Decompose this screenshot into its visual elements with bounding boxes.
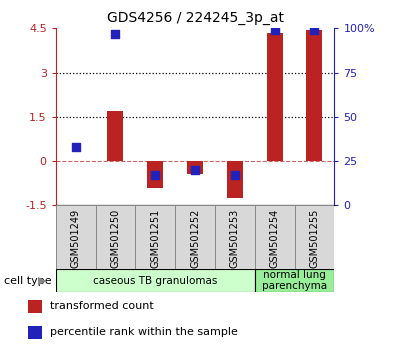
Bar xyxy=(267,33,283,161)
Text: GSM501250: GSM501250 xyxy=(110,209,121,268)
Bar xyxy=(187,161,203,175)
Point xyxy=(152,172,158,178)
Point xyxy=(311,27,318,33)
Text: normal lung
parenchyma: normal lung parenchyma xyxy=(262,270,327,291)
Point xyxy=(271,27,278,33)
Bar xyxy=(306,30,322,161)
Bar xyxy=(28,300,42,313)
Text: cell type: cell type xyxy=(4,275,52,286)
Text: percentile rank within the sample: percentile rank within the sample xyxy=(50,327,238,337)
Bar xyxy=(295,205,334,269)
Title: GDS4256 / 224245_3p_at: GDS4256 / 224245_3p_at xyxy=(107,11,283,24)
Text: transformed count: transformed count xyxy=(50,302,154,312)
Bar xyxy=(215,205,255,269)
Text: GSM501249: GSM501249 xyxy=(70,209,81,268)
Bar xyxy=(135,205,175,269)
Text: caseous TB granulomas: caseous TB granulomas xyxy=(93,275,217,286)
Bar xyxy=(107,111,123,161)
Text: GSM501251: GSM501251 xyxy=(150,209,160,268)
Point xyxy=(112,31,119,36)
Bar xyxy=(56,269,255,292)
Point xyxy=(232,172,238,178)
Bar xyxy=(56,205,96,269)
Bar xyxy=(227,161,243,198)
Point xyxy=(192,167,198,173)
Text: GSM501255: GSM501255 xyxy=(309,209,320,268)
Text: GSM501252: GSM501252 xyxy=(190,209,200,268)
Point xyxy=(72,144,79,150)
Text: GSM501253: GSM501253 xyxy=(230,209,240,268)
Bar xyxy=(147,161,163,188)
Bar xyxy=(255,269,334,292)
Text: ▶: ▶ xyxy=(37,275,46,286)
Bar xyxy=(255,205,295,269)
Bar xyxy=(96,205,135,269)
Bar xyxy=(175,205,215,269)
Text: GSM501254: GSM501254 xyxy=(269,209,280,268)
Bar xyxy=(28,326,42,339)
